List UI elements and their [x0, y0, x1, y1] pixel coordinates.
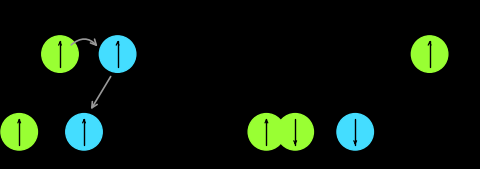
Ellipse shape	[42, 36, 78, 72]
Ellipse shape	[66, 114, 102, 150]
Ellipse shape	[411, 36, 448, 72]
Ellipse shape	[248, 114, 285, 150]
Ellipse shape	[277, 114, 313, 150]
Ellipse shape	[337, 114, 373, 150]
Ellipse shape	[1, 114, 37, 150]
Ellipse shape	[99, 36, 136, 72]
